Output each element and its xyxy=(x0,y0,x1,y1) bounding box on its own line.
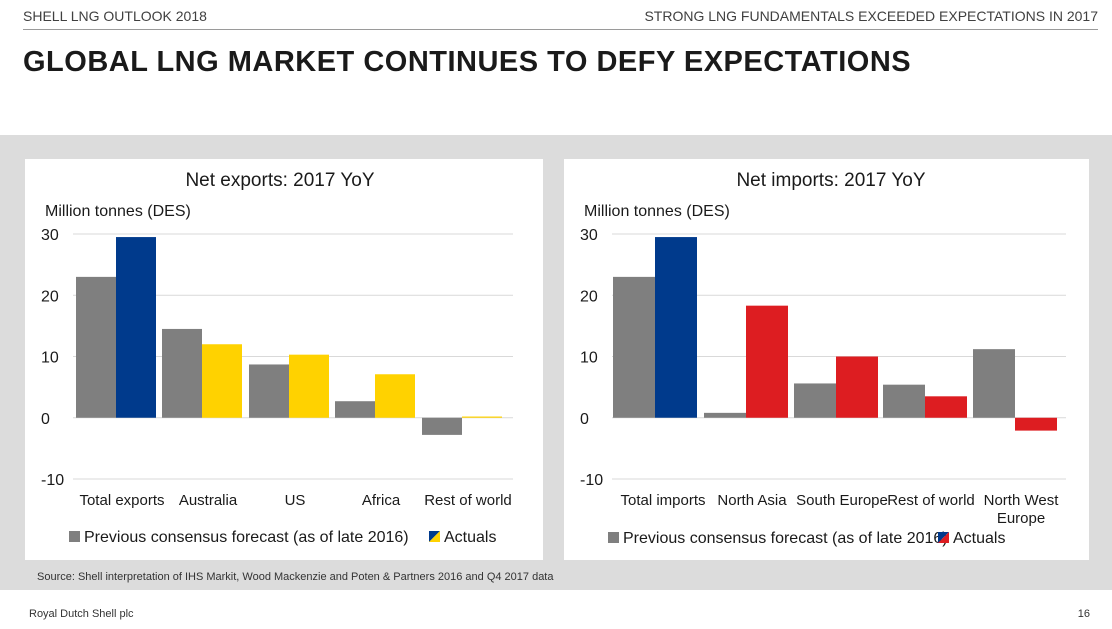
imports-category-label: Total imports xyxy=(620,492,705,509)
imports-y-axis-label: Million tonnes (DES) xyxy=(584,203,730,220)
imports-y-tick-label: -10 xyxy=(580,472,603,489)
imports-category-label: North West Europe xyxy=(984,492,1060,527)
imports-chart-title: Net imports: 2017 YoY xyxy=(736,170,925,191)
exports-legend-forecast-label: Previous consensus forecast (as of late … xyxy=(84,529,409,546)
exports-actual-bar xyxy=(202,344,242,418)
exports-actual-bar xyxy=(289,354,329,418)
net-exports-chart: Net exports: 2017 YoY Million tonnes (DES… xyxy=(41,170,513,546)
imports-forecast-bar xyxy=(613,276,655,418)
imports-legend-forecast-swatch xyxy=(608,532,619,543)
header-right: STRONG LNG FUNDAMENTALS EXCEEDED EXPECTA… xyxy=(644,8,1098,24)
imports-forecast-bar xyxy=(704,412,746,418)
header-divider xyxy=(23,29,1098,30)
source-note: Source: Shell interpretation of IHS Mark… xyxy=(37,571,554,583)
imports-legend-actual-label: Actuals xyxy=(953,530,1005,547)
net-imports-panel: Net imports: 2017 YoY Million tonnes (DES… xyxy=(564,159,1089,560)
exports-forecast-bar xyxy=(335,401,375,418)
exports-forecast-bar xyxy=(249,364,289,418)
exports-category-label: US xyxy=(285,492,306,509)
imports-forecast-bar xyxy=(973,349,1015,418)
header-left: SHELL LNG OUTLOOK 2018 xyxy=(23,8,207,24)
exports-category-label: Total exports xyxy=(79,492,164,509)
exports-y-tick-label: -10 xyxy=(41,472,64,489)
exports-actual-bar xyxy=(116,237,156,418)
imports-y-tick-label: 30 xyxy=(580,227,598,244)
imports-category-label: Rest of world xyxy=(887,492,975,509)
net-imports-chart: Net imports: 2017 YoY Million tonnes (DES… xyxy=(580,170,1066,547)
exports-legend-forecast-swatch xyxy=(69,531,80,542)
exports-y-tick-label: 0 xyxy=(41,411,50,428)
imports-actual-bar xyxy=(836,356,878,418)
exports-y-tick-label: 10 xyxy=(41,350,59,367)
exports-category-label: Rest of world xyxy=(424,492,512,509)
page-title: GLOBAL LNG MARKET CONTINUES TO DEFY EXPE… xyxy=(23,46,912,78)
imports-actual-bar xyxy=(746,305,788,418)
exports-legend-actual-swatch-region xyxy=(429,531,440,542)
imports-actual-bar xyxy=(1015,417,1057,431)
imports-forecast-bar xyxy=(883,384,925,418)
exports-actual-bar xyxy=(375,374,415,418)
exports-forecast-bar xyxy=(162,328,202,418)
exports-y-tick-label: 20 xyxy=(41,288,59,305)
imports-y-tick-label: 0 xyxy=(580,411,589,428)
exports-actual-bar xyxy=(462,416,502,418)
exports-category-label: Africa xyxy=(362,492,401,509)
exports-forecast-bar xyxy=(76,276,116,418)
footer-company: Royal Dutch Shell plc xyxy=(29,608,134,620)
imports-forecast-bar xyxy=(794,383,836,418)
imports-legend-actual-swatch-region xyxy=(938,532,949,543)
imports-legend-forecast-label: Previous consensus forecast (as of late … xyxy=(623,530,948,547)
exports-y-axis-label: Million tonnes (DES) xyxy=(45,203,191,220)
exports-forecast-bar xyxy=(422,417,462,435)
imports-category-label: South Europe xyxy=(796,492,888,509)
imports-actual-bar xyxy=(925,396,967,418)
page-number: 16 xyxy=(1077,608,1090,620)
net-exports-panel: Net exports: 2017 YoY Million tonnes (DES… xyxy=(25,159,543,560)
exports-y-tick-label: 30 xyxy=(41,227,59,244)
exports-legend-actual-label: Actuals xyxy=(444,529,496,546)
imports-y-tick-label: 20 xyxy=(580,288,598,305)
imports-y-tick-label: 10 xyxy=(580,350,598,367)
imports-category-label: North Asia xyxy=(717,492,787,509)
exports-category-label: Australia xyxy=(179,492,238,509)
exports-chart-title: Net exports: 2017 YoY xyxy=(185,170,374,191)
imports-actual-bar xyxy=(655,237,697,418)
